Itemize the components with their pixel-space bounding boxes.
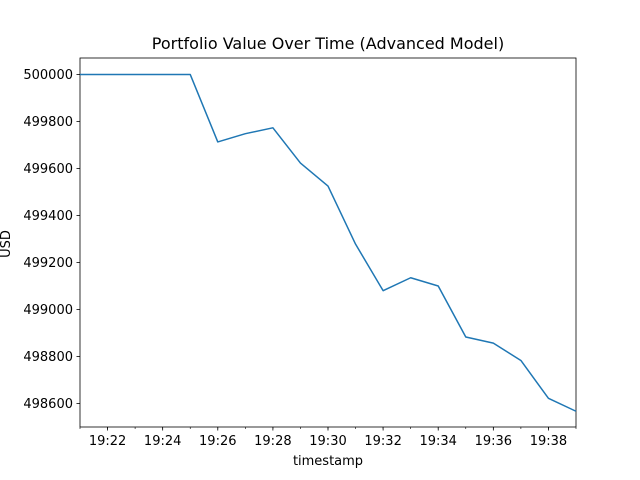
series-line	[80, 73, 577, 412]
y-tick-label: 498800	[23, 350, 73, 365]
y-axis-label: USD	[0, 230, 14, 258]
x-tick-label: 19:34	[419, 434, 456, 449]
y-tick-label: 499200	[23, 256, 73, 271]
x-tick-label: 19:22	[89, 434, 126, 449]
y-tick-label: 499600	[23, 162, 73, 177]
x-tick-label: 19:32	[364, 434, 401, 449]
y-tick-label: 499800	[23, 115, 73, 130]
x-tick-label: 19:26	[199, 434, 236, 449]
x-tick-label: 19:36	[475, 434, 512, 449]
x-tick-label: 19:30	[309, 434, 346, 449]
y-tick-label: 498600	[23, 397, 73, 412]
chart-title: Portfolio Value Over Time (Advanced Mode…	[152, 34, 504, 53]
y-tick-label: 499400	[23, 209, 73, 224]
x-tick-label: 19:24	[144, 434, 181, 449]
x-tick-label: 19:38	[530, 434, 567, 449]
x-axis-label: timestamp	[293, 454, 363, 469]
x-tick-label: 19:28	[254, 434, 291, 449]
plot-area: 500000 499800 499600 499400 499200 499000 4988…	[23, 57, 577, 449]
y-tick-label: 499000	[23, 303, 73, 318]
y-tick-label: 500000	[23, 68, 73, 83]
plot-frame	[79, 57, 577, 428]
